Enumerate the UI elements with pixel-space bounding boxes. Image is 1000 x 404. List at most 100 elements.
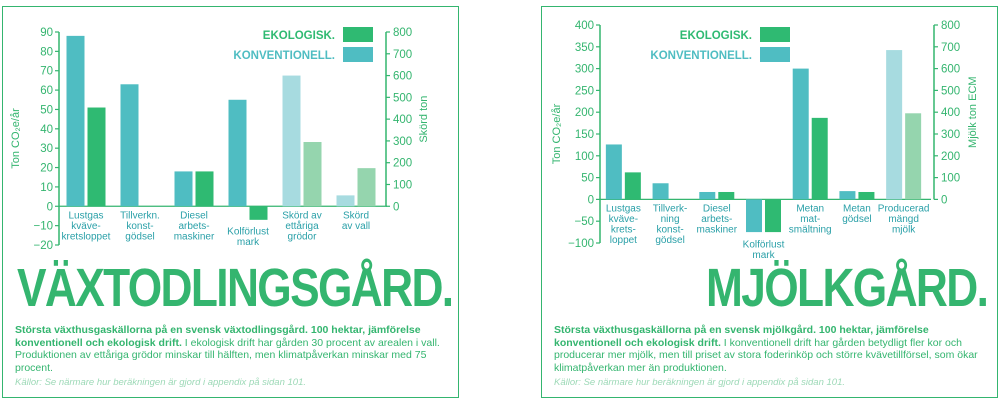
y-tick-label: 50 bbox=[581, 173, 594, 185]
y-tick-label: 100 bbox=[575, 151, 594, 163]
chart-panel-vaxtodling: −20 −10 0 10 20 30 40 50 60 70 80 90 0 100 200 300 400 50… bbox=[2, 6, 459, 398]
legend-swatch-konventionell bbox=[760, 47, 790, 62]
bar-konventionell bbox=[66, 35, 85, 207]
category-label: maskiner bbox=[696, 224, 737, 235]
description-lead: Största växthusgaskällorna på en svensk … bbox=[554, 324, 929, 349]
category-label: Diesel bbox=[703, 203, 731, 214]
bar-ekologisk bbox=[87, 107, 106, 207]
y-tick-label: −10 bbox=[33, 221, 53, 233]
bar-konventionell bbox=[336, 195, 355, 207]
y-tick-label: 250 bbox=[575, 85, 594, 97]
description-lead: Största växthusgaskällorna på en svensk … bbox=[15, 324, 421, 349]
category-label: Producerad bbox=[878, 203, 930, 214]
source-note: Källor: Se närmare hur beräkningen är gj… bbox=[554, 377, 845, 388]
category-label: konst- bbox=[126, 221, 153, 232]
y-tick-label: 350 bbox=[575, 42, 594, 54]
y-tick-label: 90 bbox=[40, 27, 53, 39]
category-label: Tillverkn. bbox=[120, 210, 160, 221]
category-label: Kolförlust bbox=[227, 226, 269, 237]
bar-ekologisk bbox=[624, 172, 641, 200]
bar-ekologisk bbox=[765, 199, 781, 233]
y2-tick-label: 0 bbox=[393, 201, 399, 213]
category-label: mark bbox=[752, 250, 775, 261]
bar-konventionell bbox=[652, 183, 669, 200]
y2-tick-label: 400 bbox=[941, 107, 960, 119]
category-label: gödsel bbox=[125, 231, 154, 242]
bar-konventionell bbox=[839, 191, 856, 200]
category-label: maskiner bbox=[174, 231, 215, 242]
bar-ekologisk bbox=[357, 168, 376, 207]
bar-ekologisk bbox=[811, 117, 828, 200]
bar-ekologisk bbox=[905, 113, 922, 200]
category-label: arbets- bbox=[701, 214, 732, 225]
bar-ekologisk bbox=[249, 206, 268, 220]
y-tick-label: 10 bbox=[40, 182, 53, 194]
legend-swatch-ekologisk bbox=[343, 27, 373, 42]
y2-tick-label: 700 bbox=[941, 42, 960, 54]
category-label: Tillverk- bbox=[653, 203, 688, 214]
category-label: gödsel bbox=[655, 235, 684, 246]
category-label: mark bbox=[237, 237, 260, 248]
y-tick-label: 70 bbox=[40, 66, 53, 78]
legend-label-ekologisk: EKOLOGISK. bbox=[263, 30, 335, 42]
y-tick-label: 300 bbox=[575, 64, 594, 76]
bar-ekologisk bbox=[858, 191, 875, 200]
category-label: arbets- bbox=[178, 221, 209, 232]
legend-label-konventionell: KONVENTIONELL. bbox=[233, 50, 335, 62]
category-label: krets- bbox=[611, 224, 636, 235]
category-label: Metan bbox=[796, 203, 824, 214]
chart-panel-mjolk: −100 −50 0 50 100 150 200 250 300 350 400 0 100 200 30… bbox=[541, 6, 998, 398]
bar-konventionell bbox=[174, 171, 193, 207]
y2-tick-label: 600 bbox=[941, 64, 960, 76]
category-label: loppet bbox=[610, 235, 637, 246]
y2-tick-label: 0 bbox=[941, 194, 947, 206]
category-label: gödsel bbox=[842, 214, 871, 225]
legend-label-ekologisk: EKOLOGISK. bbox=[680, 30, 752, 42]
y-tick-label: 50 bbox=[40, 104, 53, 116]
bar-ekologisk bbox=[195, 171, 214, 207]
category-label: konst- bbox=[656, 224, 683, 235]
source-note: Källor: Se närmare hur beräkningen är gj… bbox=[15, 377, 306, 388]
y-tick-label: 80 bbox=[40, 46, 53, 58]
panel-title: VÄXTODLINGSGÅRD. bbox=[17, 258, 454, 318]
category-label: grödor bbox=[288, 231, 318, 242]
y-tick-label: 0 bbox=[588, 194, 594, 206]
bar-ekologisk bbox=[718, 191, 735, 200]
y-tick-label: 30 bbox=[40, 143, 53, 155]
y-tick-label: −50 bbox=[574, 216, 594, 228]
y2-tick-label: 500 bbox=[393, 92, 412, 104]
category-label: mängd bbox=[888, 214, 919, 225]
category-label: mat- bbox=[800, 214, 820, 225]
legend-swatch-ekologisk bbox=[760, 27, 790, 42]
y2-tick-label: 400 bbox=[393, 114, 412, 126]
panel-description: Största växthusgaskällorna på en svensk … bbox=[554, 324, 986, 374]
panel-description: Största växthusgaskällorna på en svensk … bbox=[15, 324, 447, 374]
y2-tick-label: 800 bbox=[941, 20, 960, 32]
chart-vaxtodling: −20 −10 0 10 20 30 40 50 60 70 80 90 0 100 200 300 400 50… bbox=[10, 27, 430, 252]
y2-tick-label: 100 bbox=[393, 179, 412, 191]
bar-ekologisk bbox=[303, 142, 322, 207]
y2-tick-label: 200 bbox=[941, 151, 960, 163]
y-tick-label: 60 bbox=[40, 85, 53, 97]
y2-tick-label: 500 bbox=[941, 85, 960, 97]
category-label: Diesel bbox=[180, 210, 208, 221]
y-tick-label: 150 bbox=[575, 129, 594, 141]
chart-mjolk: −100 −50 0 50 100 150 200 250 300 350 400 0 100 200 30… bbox=[551, 20, 979, 261]
bar-konventionell bbox=[282, 75, 301, 207]
bar-konventionell bbox=[699, 191, 716, 200]
bar-konventionell bbox=[120, 84, 139, 207]
y2-axis-title: Skörd ton bbox=[418, 96, 430, 143]
category-label: kväve- bbox=[71, 221, 100, 232]
y2-tick-label: 200 bbox=[393, 158, 412, 170]
y2-tick-label: 800 bbox=[393, 27, 412, 39]
y-tick-label: −20 bbox=[33, 240, 53, 252]
category-label: Kolförlust bbox=[743, 239, 785, 250]
y2-axis-title: Mjölk ton ECM bbox=[967, 76, 979, 148]
category-label: av vall bbox=[342, 221, 370, 232]
y2-tick-label: 700 bbox=[393, 49, 412, 61]
category-label: Metan bbox=[843, 203, 871, 214]
y2-tick-label: 300 bbox=[393, 136, 412, 148]
y-tick-label: 200 bbox=[575, 107, 594, 119]
bar-konventionell bbox=[792, 68, 809, 200]
category-label: mjölk bbox=[892, 224, 916, 235]
